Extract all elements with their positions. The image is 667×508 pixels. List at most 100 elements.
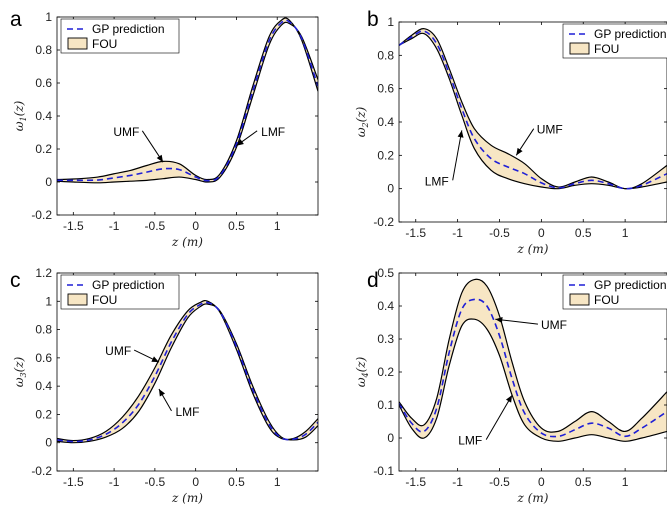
x-tick-label: -1 (452, 226, 463, 240)
y-tick-label: 0.6 (377, 82, 394, 96)
x-tick-label: 0.5 (575, 226, 592, 240)
annotation-label: UMF (113, 125, 139, 139)
x-tick-label: 1 (274, 219, 281, 233)
x-tick-label: 0 (192, 475, 199, 489)
annotation-label: UMF (537, 123, 563, 137)
lmf-curve (57, 21, 318, 184)
fou-band (57, 300, 318, 443)
annotation-label: LMF (458, 434, 482, 448)
y-tick-label: 0.8 (35, 323, 52, 337)
legend-fou-swatch (67, 37, 88, 50)
legend-label: GP prediction (594, 27, 667, 41)
y-tick-label: 0.5 (377, 266, 394, 280)
axes-frame (56, 272, 319, 472)
annotation-lmf: LMF (458, 394, 513, 448)
x-tick-label: 0.5 (228, 475, 245, 489)
umf-curve (57, 17, 318, 181)
y-tick-label: 0.2 (377, 148, 394, 162)
panel-letter: b (367, 8, 379, 31)
y-tick-label: 0.6 (35, 351, 52, 365)
y-tick-label: -0.1 (373, 464, 394, 478)
annotation-lmf: LMF (236, 125, 285, 147)
annotation-label: UMF (105, 344, 131, 358)
y-tick-label: 0.4 (35, 109, 52, 123)
y-tick-label: 0.4 (377, 115, 394, 129)
legend-label: GP prediction (92, 278, 165, 292)
y-tick-label: 0.2 (35, 407, 52, 421)
annotation-label: UMF (541, 318, 567, 332)
umf-curve (57, 299, 318, 442)
y-axis-label: ω2(z) (354, 106, 370, 137)
y-tick-label: 0 (387, 431, 394, 445)
fou-band (399, 279, 667, 442)
y-tick-label: 1 (45, 10, 52, 24)
legend-label: FOU (92, 37, 117, 51)
x-tick-label: 1 (622, 475, 629, 489)
panel-c: c -1.5 -1 -0.5 0 0.5 1 -0.2 0 0.2 0.4 0.6 0.8 1 1.2 z (… (10, 266, 319, 505)
x-tick-label: -0.5 (489, 475, 510, 489)
y-tick-label: 1.2 (35, 266, 52, 280)
gp-prediction-curve (399, 298, 667, 438)
y-axis-label: ω3(z) (12, 356, 28, 387)
y-tick-label: 0 (387, 182, 394, 196)
annotation-lmf: LMF (158, 388, 200, 419)
panel-a: a -1.5 -1 -0.5 0 0.5 1 -0.2 0 0.2 0.4 0.6 0.8 1 z (m) ω… (10, 8, 319, 249)
x-tick-label: -0.5 (145, 219, 166, 233)
annotation-umf: UMF (105, 344, 160, 363)
annotation-arrow (452, 130, 463, 181)
umf-curve (399, 28, 667, 190)
legend-label: GP prediction (594, 278, 667, 292)
x-tick-label: -1.5 (405, 226, 426, 240)
y-tick-label: 0.1 (377, 398, 394, 412)
x-tick-label: -1.5 (405, 475, 426, 489)
x-tick-label: 0.5 (575, 475, 592, 489)
panel-b: b -1.5 -1 -0.5 0 0.5 1 -0.2 0 0.2 0.4 0.6 0.8 1 z (m) ω… (354, 8, 667, 256)
legend-fou-swatch (67, 293, 88, 306)
y-tick-label: 0.4 (35, 379, 52, 393)
x-tick-label: -1 (109, 475, 120, 489)
x-tick-label: -0.5 (145, 475, 166, 489)
gp-prediction-curve (57, 19, 318, 182)
y-tick-label: 0 (45, 175, 52, 189)
annotation-umf: UMF (515, 123, 563, 156)
annotation-umf: UMF (495, 317, 567, 332)
annotation-lmf: LMF (425, 130, 464, 188)
y-tick-label: 0.2 (35, 142, 52, 156)
x-tick-label: -1.5 (63, 475, 84, 489)
legend-label: FOU (594, 42, 619, 56)
x-tick-label: -1 (452, 475, 463, 489)
y-tick-label: 0.4 (377, 299, 394, 313)
umf-curve (399, 278, 667, 433)
annotation-label: LMF (176, 405, 200, 419)
x-tick-label: 1 (622, 226, 629, 240)
panel-letter: a (10, 8, 22, 31)
x-axis-label: z (m) (171, 235, 203, 249)
x-axis-label: z (m) (171, 491, 203, 505)
y-tick-label: 0.2 (377, 365, 394, 379)
x-axis-label: z (m) (517, 491, 549, 505)
y-tick-label: 0 (45, 436, 52, 450)
annotation-arrow (485, 394, 513, 440)
lmf-curve (57, 303, 318, 444)
y-tick-label: -0.2 (31, 208, 52, 222)
lmf-curve (399, 32, 667, 190)
x-tick-label: 0 (538, 475, 545, 489)
annotation-label: LMF (261, 125, 285, 139)
x-tick-label: -1.5 (63, 219, 84, 233)
y-tick-label: 0.8 (35, 43, 52, 57)
x-tick-label: 1 (274, 475, 281, 489)
panel-d: d -1.5 -1 -0.5 0 0.5 1 -0.1 0 0.1 0.2 0.3 0.4 0.5 z (m… (354, 266, 667, 505)
panel-letter: d (367, 269, 379, 292)
annotation-arrow (495, 318, 538, 325)
annotation-umf: UMF (113, 125, 164, 163)
y-axis-label: ω1(z) (12, 100, 28, 131)
y-tick-label: 0.3 (377, 332, 394, 346)
y-tick-label: -0.2 (373, 215, 394, 229)
x-axis-label: z (m) (517, 242, 549, 256)
gp-prediction-curve (57, 301, 318, 443)
gp-prediction-curve (399, 30, 667, 190)
